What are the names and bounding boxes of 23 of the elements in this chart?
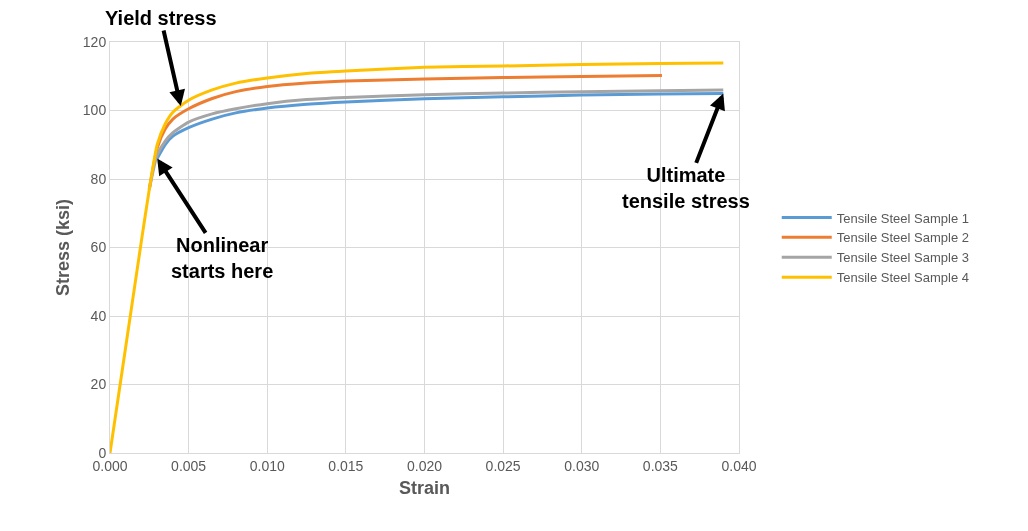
y-tick-label: 20 (90, 376, 107, 393)
x-tick-label: 0.030 (564, 457, 600, 474)
y-axis-title: Stress (ksi) (53, 198, 74, 297)
x-tick-label: 0.035 (642, 457, 679, 474)
x-tick-label: 0.010 (249, 457, 285, 474)
x-tick-label: 0.020 (406, 457, 443, 474)
legend-label: Tensile Steel Sample 4 (836, 270, 969, 286)
legend-label: Tensile Steel Sample 1 (836, 210, 969, 226)
y-tick-label: 120 (82, 33, 107, 50)
y-tick-label: 80 (90, 170, 107, 187)
y-tick-label: 100 (82, 102, 107, 119)
x-tick-label: 0.005 (171, 457, 207, 474)
annotation: Yield stress (105, 7, 217, 29)
annotation: Ultimate tensile stress (622, 164, 750, 212)
x-tick-label: 0.040 (721, 457, 757, 474)
y-tick-label: 40 (90, 307, 107, 324)
x-tick-label: 0.025 (485, 457, 521, 474)
annotation: Nonlinear starts here (171, 234, 274, 282)
x-axis-title: Strain (398, 477, 451, 498)
legend-label: Tensile Steel Sample 3 (836, 250, 969, 266)
x-tick-label: 0.015 (328, 457, 364, 474)
legend-label: Tensile Steel Sample 2 (836, 230, 969, 246)
y-tick-label: 60 (90, 239, 107, 256)
